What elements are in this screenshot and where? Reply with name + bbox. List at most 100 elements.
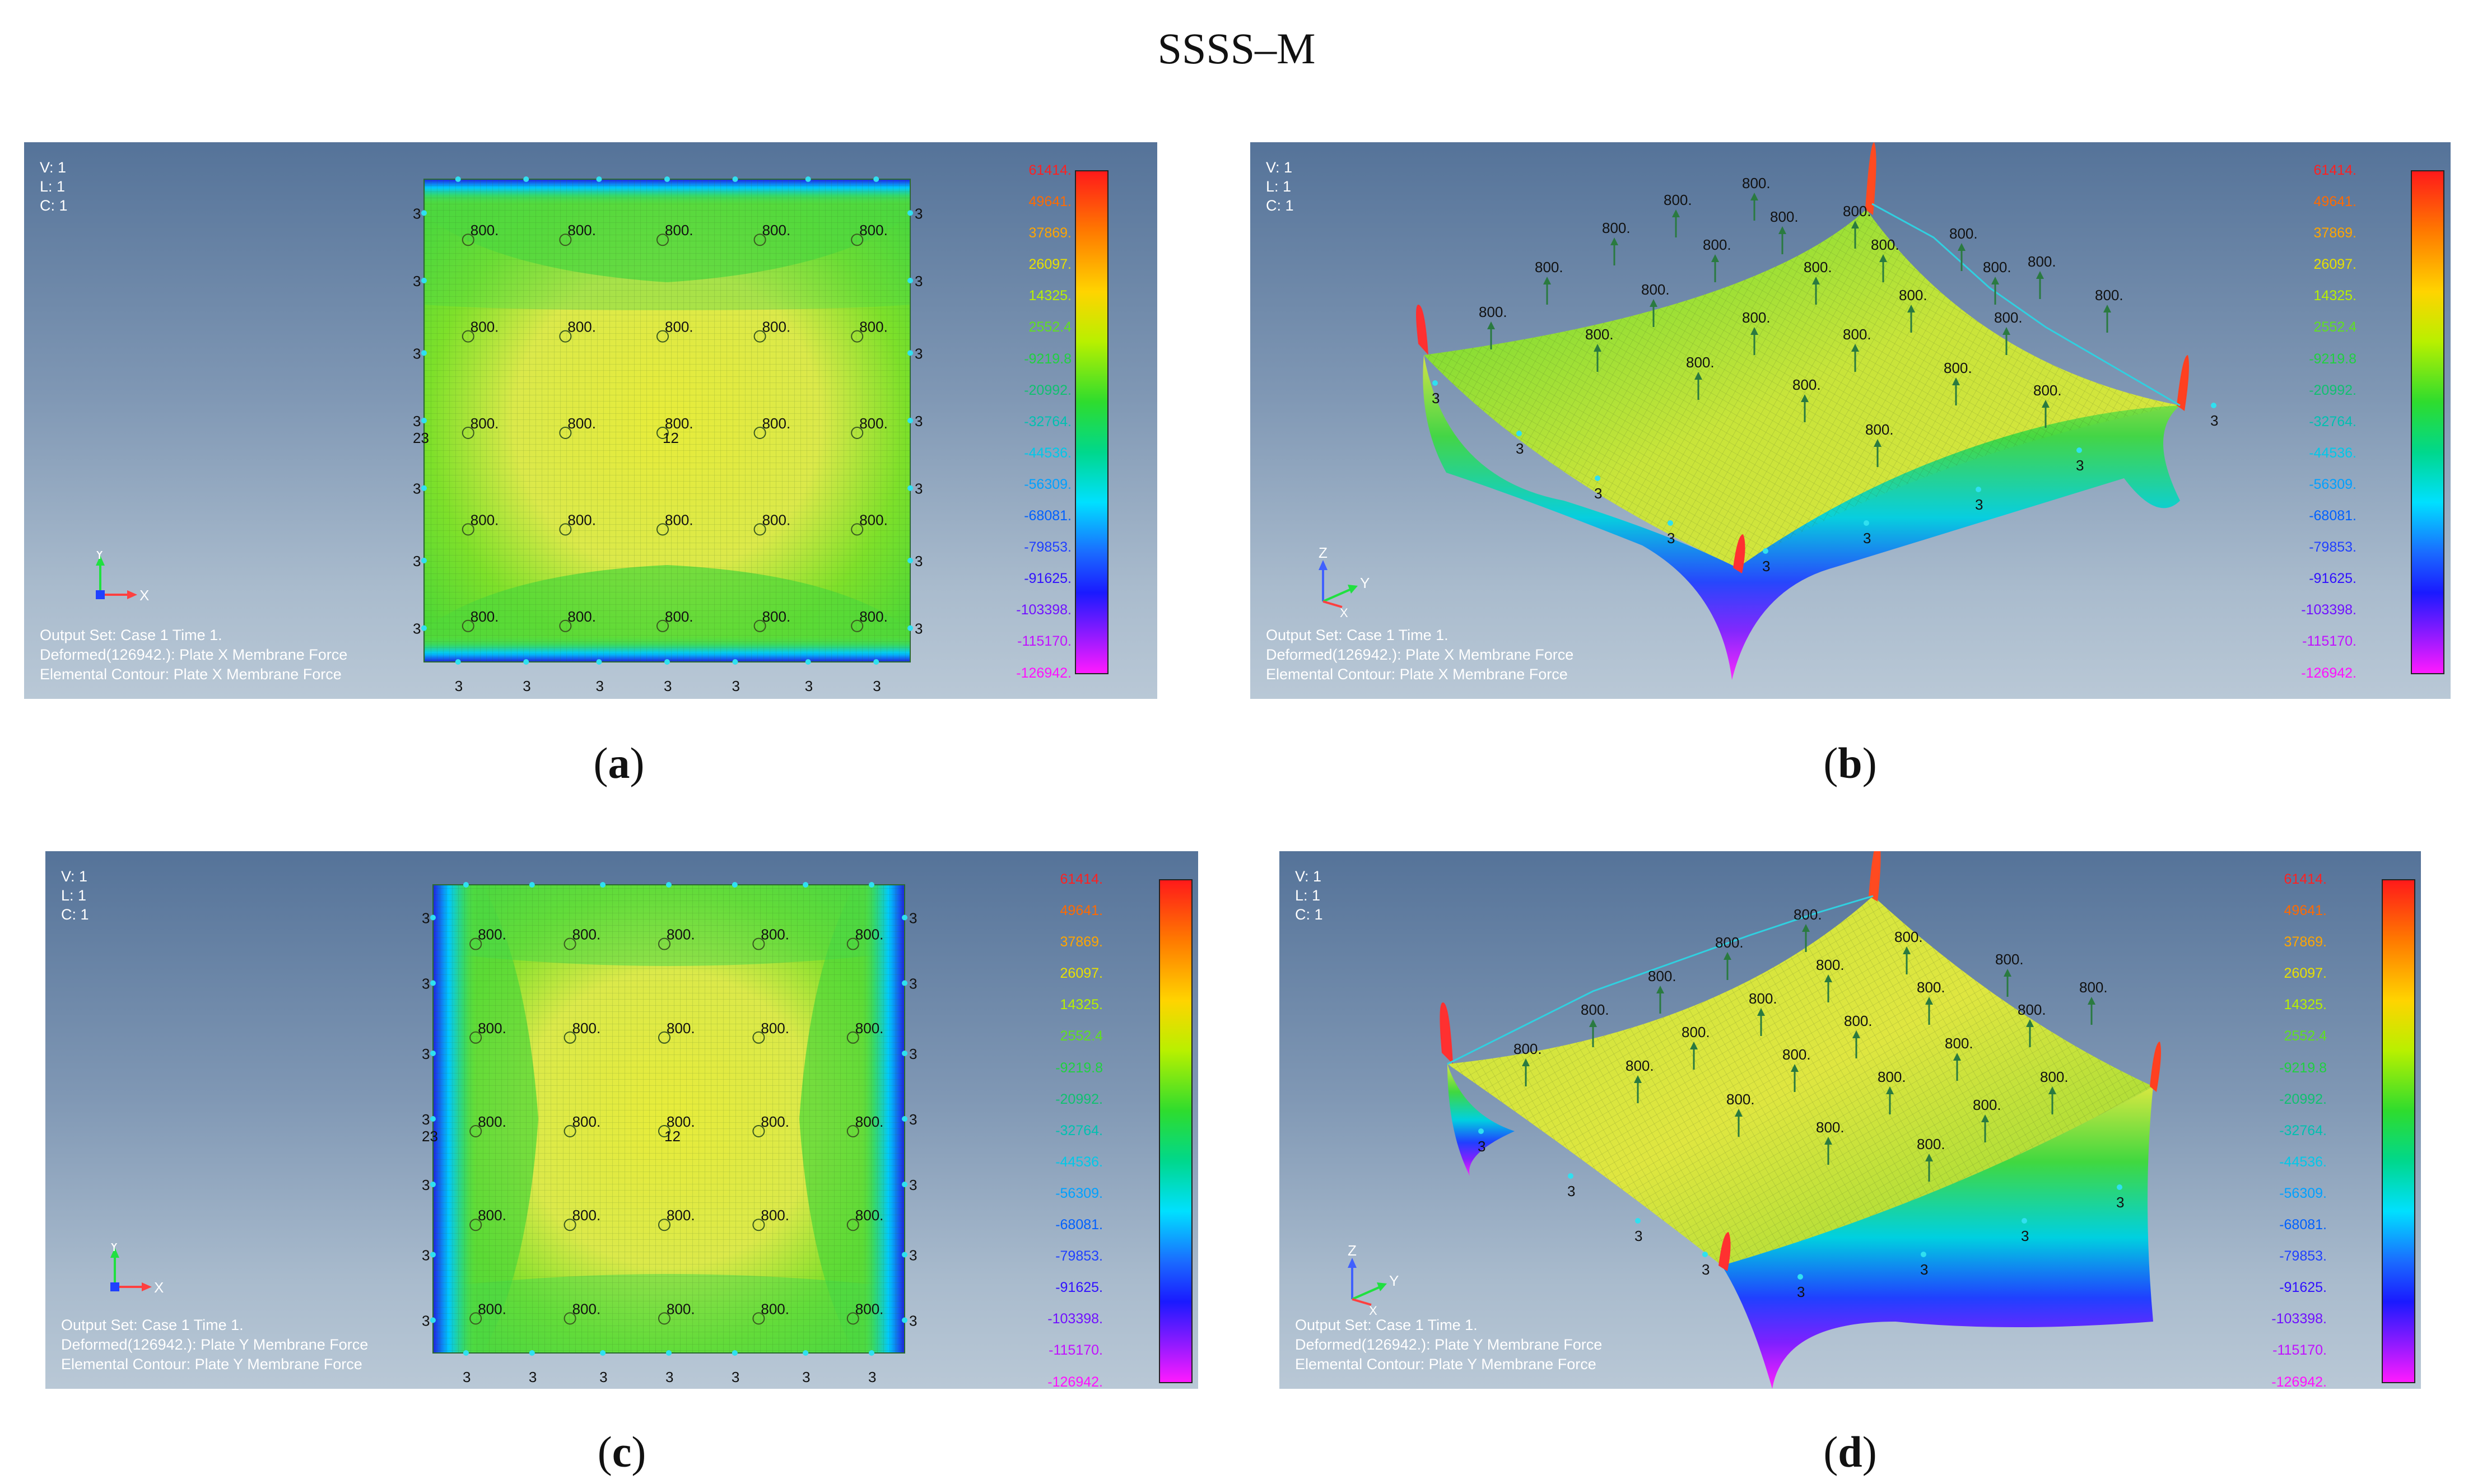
legend-value: -103398. <box>2301 602 2356 618</box>
load-arrow-head <box>1824 1137 1832 1145</box>
load-arrow-head <box>1907 305 1915 312</box>
constraint-node <box>902 1116 907 1122</box>
constraint-node <box>873 176 879 182</box>
load-value-label: 800. <box>567 608 596 625</box>
constraint-label: 3 <box>909 976 917 992</box>
load-value-label: 800. <box>471 608 499 625</box>
contour-text: Elemental Contour: Plate X Membrane Forc… <box>1266 666 1568 683</box>
constraint-label: 3 <box>665 1369 673 1385</box>
legend-labels-b: 61414. 49641. 37869. 26097. 14325. 2552.4 -921… <box>2261 155 2356 689</box>
load-arrow-head <box>1594 344 1601 352</box>
legend-value: -32764. <box>1024 413 1072 430</box>
load-value-label: 800. <box>1535 259 1563 276</box>
legend-value: 37869. <box>1060 934 1103 950</box>
constraint-label: 3 <box>664 678 672 694</box>
load-arrow-head <box>1958 243 1966 251</box>
legend-value: 14325. <box>2284 997 2327 1013</box>
load-arrow-head <box>1903 946 1911 954</box>
panel-d: 800. 800. 800. 800. 800. 800. 800. 800. 800. 800.… <box>1279 851 2421 1389</box>
legend-value: -44536. <box>1024 445 1072 461</box>
constraint-node <box>421 485 427 491</box>
constraint-node <box>902 1317 907 1323</box>
legend-value: 26097. <box>1060 965 1103 982</box>
constraint-label: 3 <box>915 620 923 637</box>
load-circle-marker <box>469 1031 482 1044</box>
load-arrow-head <box>1487 321 1495 329</box>
load-value-label: 800. <box>478 926 506 943</box>
load-arrow-head <box>1522 1058 1530 1066</box>
load-value-label: 800. <box>1703 236 1731 253</box>
constraint-node <box>732 176 738 182</box>
constraint-label: 3 <box>1594 485 1602 502</box>
load-circle-marker <box>656 523 669 536</box>
constraint-label: 3 <box>413 205 421 222</box>
legend-value: 14325. <box>2313 288 2356 304</box>
constraint-label: 3 <box>1667 530 1675 547</box>
legend-value: -9219.8 <box>1024 351 1072 367</box>
load-circle-marker <box>559 427 572 439</box>
constraint-node <box>902 914 907 921</box>
load-arrow-head <box>1735 1109 1743 1117</box>
constraint-label: 3 <box>595 678 603 694</box>
constraint-set-label: C: 1 <box>40 197 68 214</box>
contour-text: Elemental Contour: Plate Y Membrane Forc… <box>61 1356 362 1373</box>
load-value-label: 800. <box>665 319 693 335</box>
load-arrow-head <box>1851 221 1859 228</box>
caption-letter: d <box>1838 1427 1862 1476</box>
viewport-label: V: 1 <box>40 159 67 176</box>
constraint-node <box>463 882 469 888</box>
legend-value: -56309. <box>2279 1185 2327 1201</box>
legend-value: -126942. <box>2301 665 2356 681</box>
load-value-label: 800. <box>1917 979 1945 996</box>
load-value-label: 800. <box>1648 968 1676 984</box>
load-value-label: 800. <box>761 926 789 943</box>
load-value-label: 800. <box>859 511 888 528</box>
load-circle-marker <box>752 1219 765 1231</box>
load-arrow-head <box>1650 299 1657 307</box>
load-arrow-head <box>1750 193 1758 200</box>
constraint-node <box>869 1350 875 1356</box>
constraint-node <box>907 418 913 423</box>
legend-value: -20992. <box>2279 1091 2327 1107</box>
constraint-node <box>907 557 913 563</box>
load-circle-marker <box>559 619 572 632</box>
legend-value: -32764. <box>2279 1122 2327 1138</box>
load-circle-marker <box>656 234 669 246</box>
load-circle-marker <box>563 1312 576 1325</box>
load-arrow-head <box>1852 1030 1860 1038</box>
legend-value: 37869. <box>2284 934 2327 950</box>
constraint-label: 3 <box>422 976 430 992</box>
constraint-node <box>907 278 913 284</box>
constraint-label: 3 <box>422 1111 430 1128</box>
output-set-text: Output Set: Case 1 Time 1. <box>40 627 222 643</box>
load-circle-marker <box>469 937 482 950</box>
z-axis-label: Z <box>1348 1243 1357 1259</box>
legend-value: 61414. <box>2284 871 2327 887</box>
constraint-node <box>1797 1274 1803 1280</box>
legend-value: -91625. <box>2309 571 2356 587</box>
load-value-label: 800. <box>762 319 791 335</box>
constraint-label: 3 <box>909 1312 917 1329</box>
constraint-label: 3 <box>1432 390 1440 407</box>
load-arrow-head <box>1952 377 1960 385</box>
load-arrow-head <box>1801 394 1809 402</box>
constraint-label: 3 <box>802 1369 810 1385</box>
constraint-label: 3 <box>1634 1228 1642 1244</box>
load-markers-c: 800. 800. 800. 800. 800. 800. 800. 800. 800. 800.… <box>422 882 917 1385</box>
constraint-node <box>1921 1252 1926 1257</box>
load-circle-marker <box>753 330 766 343</box>
load-value-label: 800. <box>1983 259 2011 276</box>
constraint-node <box>463 1350 469 1356</box>
constraint-node <box>2117 1184 2122 1190</box>
legend-value: 49641. <box>2313 194 2356 210</box>
load-circle-marker <box>753 523 766 536</box>
load-circle-marker <box>559 330 572 343</box>
load-value-label: 800. <box>478 1020 506 1037</box>
load-arrow-head <box>1791 1064 1799 1072</box>
constraint-label: 3 <box>732 678 740 694</box>
load-circle-marker <box>563 1031 576 1044</box>
constraint-label: 3 <box>2210 412 2218 429</box>
legend-value: -91625. <box>1024 571 1072 587</box>
load-arrow-head <box>1656 986 1664 993</box>
load-value-label: 800. <box>1782 1046 1811 1063</box>
